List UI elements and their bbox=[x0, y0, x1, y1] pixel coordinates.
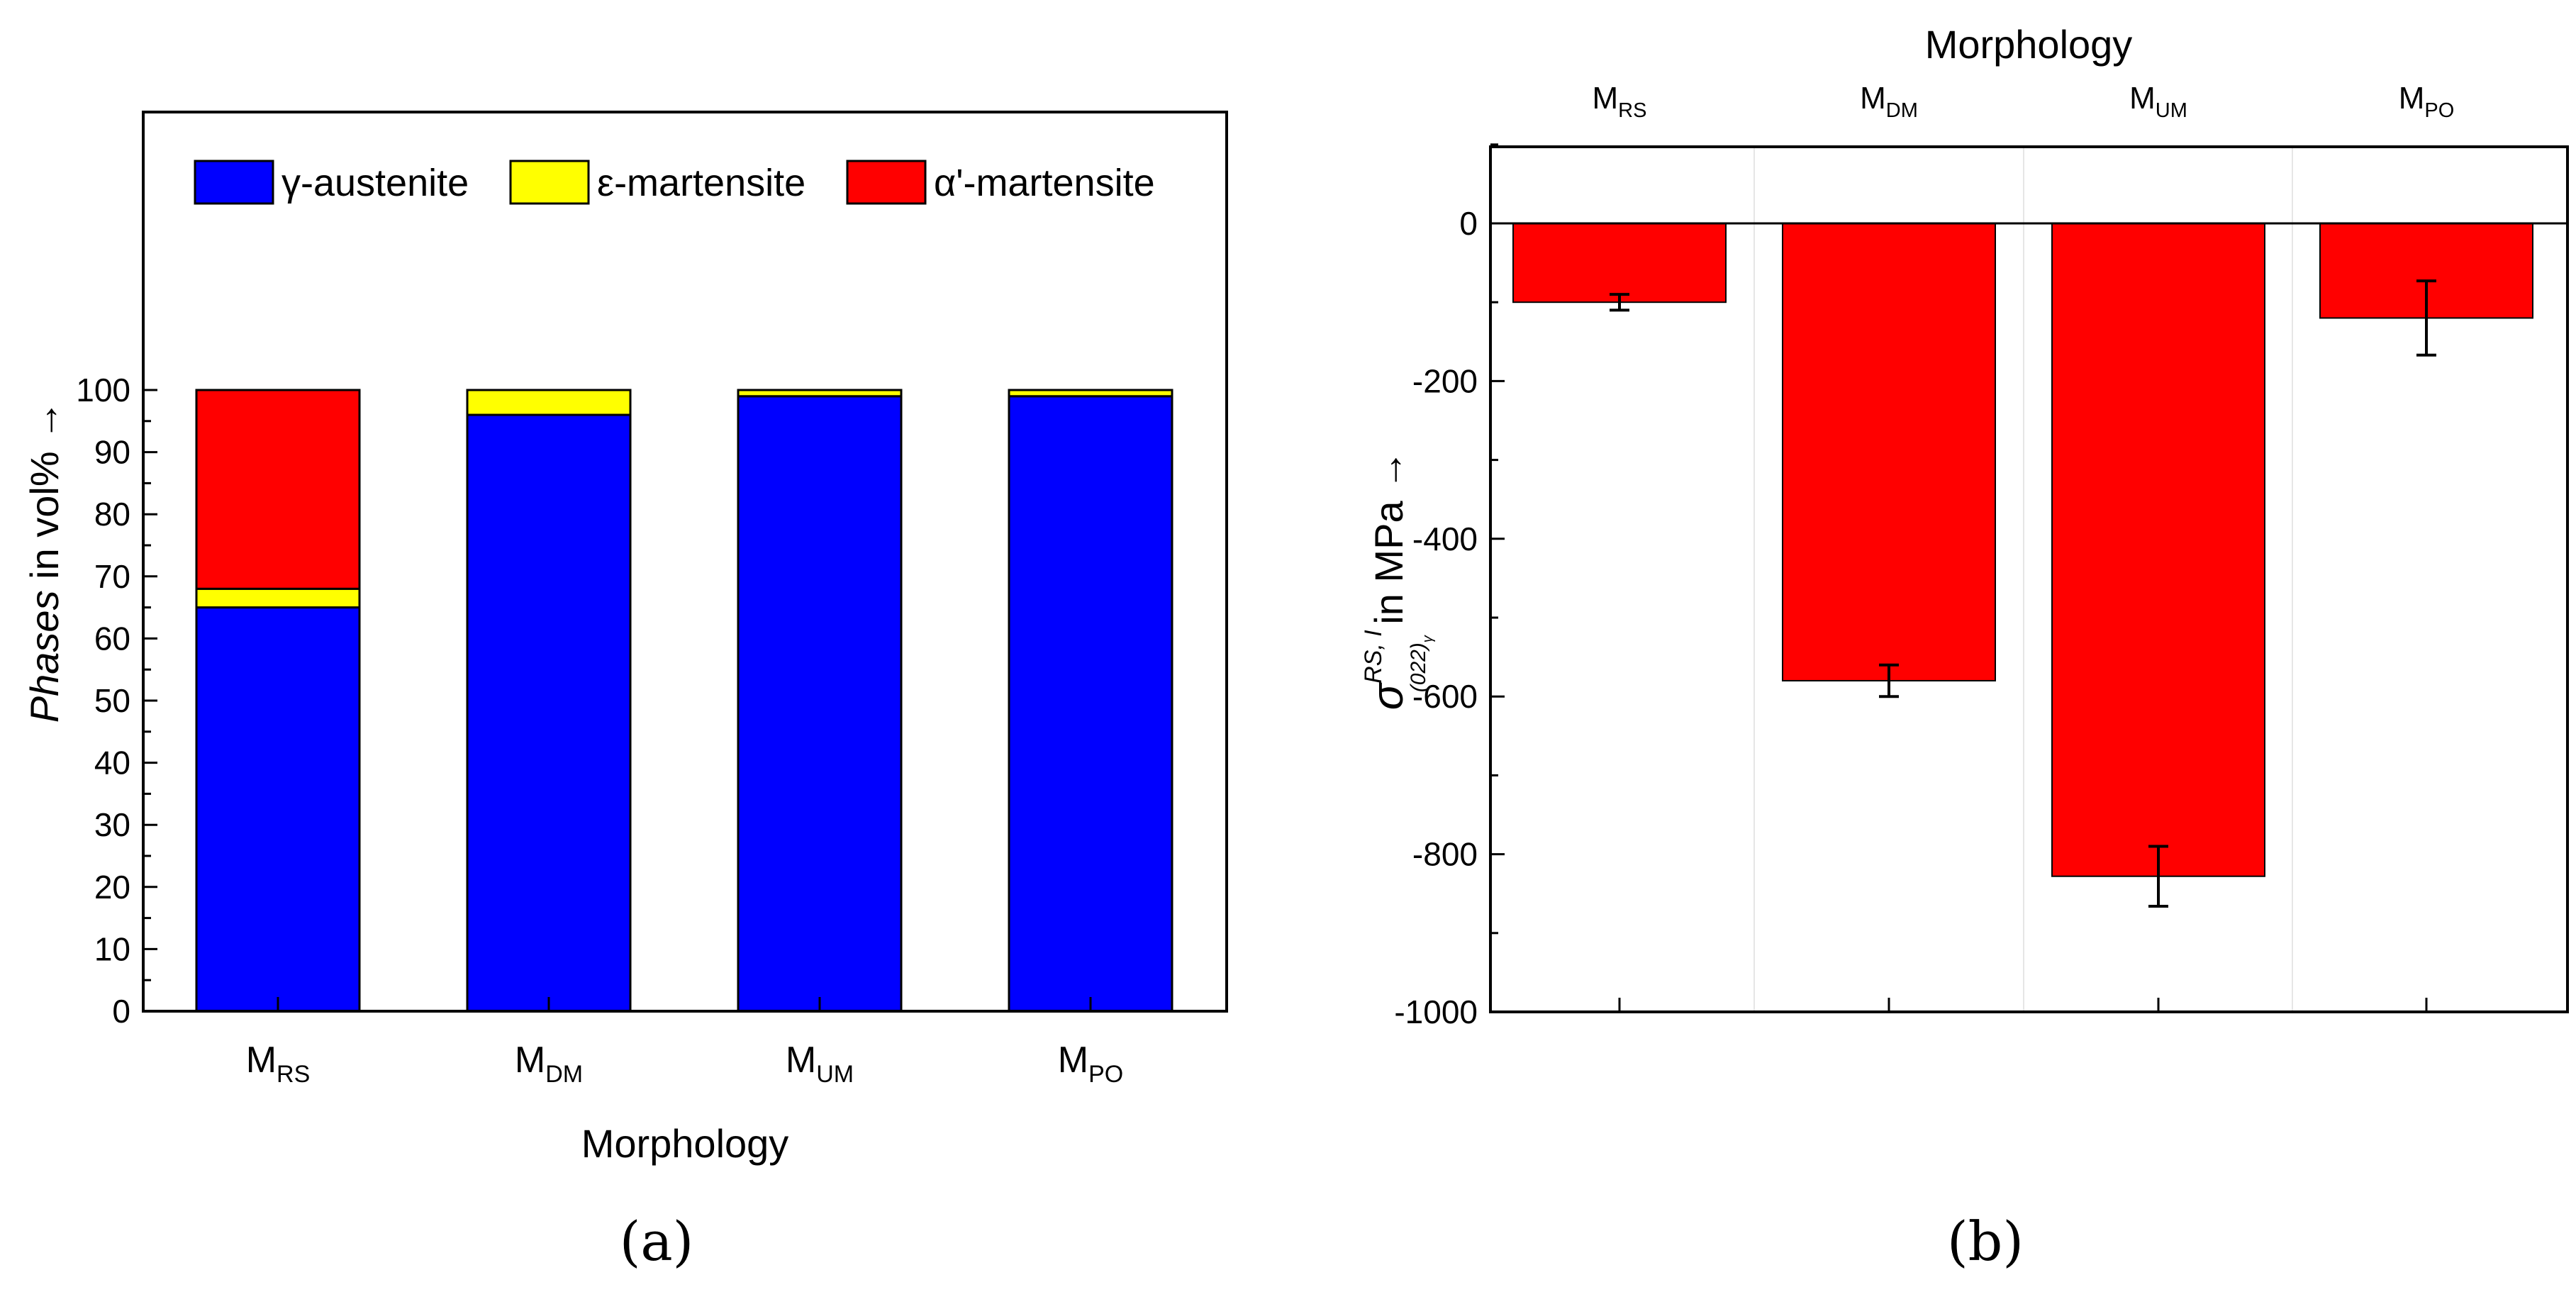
x-tick-label: MDM bbox=[1860, 81, 1918, 122]
panel-a-legend: γ-austenite ε-martensite α'-martensite bbox=[194, 160, 1155, 205]
legend-label-austenite: γ-austenite bbox=[281, 162, 469, 204]
legend-swatch-austenite bbox=[194, 160, 274, 205]
x-tick-label: MUM bbox=[2129, 81, 2187, 122]
bar-RS-austenite bbox=[195, 606, 361, 1013]
panel-b-x-ticks bbox=[1618, 998, 2428, 1012]
panel-a-y-axis-title: Phases in vol% → bbox=[22, 401, 67, 723]
y-tick-label: 90 bbox=[94, 434, 130, 471]
y-tick-label: 20 bbox=[94, 869, 130, 906]
error-bar-DM bbox=[1879, 663, 1899, 698]
y-tick-label: 70 bbox=[94, 558, 130, 595]
panel-a-plot-frame bbox=[142, 111, 1228, 1013]
y-tick-label: -1000 bbox=[1394, 993, 1478, 1030]
legend-swatch-epsilon-martensite bbox=[509, 160, 590, 205]
bar-DM-epsilon-martensite bbox=[466, 389, 632, 416]
panel-b-y-axis-sigma: σ bbox=[1364, 681, 1412, 710]
panel-b-plot-frame bbox=[1489, 145, 2569, 1013]
panel-a-x-ticks bbox=[277, 997, 1092, 1011]
y-tick-label: -200 bbox=[1412, 362, 1478, 399]
y-tick-label: 10 bbox=[94, 930, 130, 967]
error-bar-UM bbox=[2148, 845, 2168, 908]
legend-label-epsilon-martensite: ε-martensite bbox=[597, 162, 805, 204]
y-tick-label: 60 bbox=[94, 620, 130, 657]
legend-swatch-alpha-martensite bbox=[846, 160, 927, 205]
bar-DM-austenite bbox=[466, 413, 632, 1013]
error-bar-RS bbox=[1610, 293, 1629, 312]
bar-RS-epsilon-martensite bbox=[195, 587, 361, 609]
y-tick-label: -600 bbox=[1412, 678, 1478, 715]
x-tick-label: MUM bbox=[786, 1040, 854, 1088]
bar-UM-austenite bbox=[737, 395, 903, 1013]
panel-a-bars bbox=[195, 389, 1173, 1013]
y-tick-label: 30 bbox=[94, 806, 130, 843]
y-tick-label: 50 bbox=[94, 682, 130, 719]
bar-RS-alpha-martensite bbox=[195, 389, 361, 590]
y-tick-label: -800 bbox=[1412, 836, 1478, 873]
panel-a-x-axis-title: Morphology bbox=[581, 1121, 789, 1166]
legend-label-alpha-martensite: α'-martensite bbox=[934, 162, 1155, 204]
panel-b-bar-chart: 0 -200 -400 -600 -800 -1000 MRS MDM MUM MPO Morp… bbox=[1360, 22, 2569, 1273]
panel-b-x-axis-title: Morphology bbox=[1925, 22, 2133, 67]
y-tick-label: 40 bbox=[94, 745, 130, 781]
panel-b-label: (b) bbox=[1947, 1210, 2024, 1273]
bar-UM bbox=[2051, 223, 2265, 877]
bar-RS bbox=[1512, 223, 1727, 303]
x-tick-label: MRS bbox=[1593, 81, 1647, 122]
panel-a-y-ticks: 0 10 20 30 40 50 60 70 80 90 100 bbox=[76, 372, 157, 1030]
panel-b-y-axis-superscript: RS, I bbox=[1360, 630, 1387, 684]
bar-PO-austenite bbox=[1008, 395, 1173, 1013]
panel-a-label: (a) bbox=[620, 1210, 694, 1273]
legend-item-austenite: γ-austenite bbox=[194, 160, 469, 205]
panel-b-bars bbox=[1512, 223, 2533, 877]
panel-a-category-labels: MRS MDM MUM MPO bbox=[246, 1040, 1124, 1088]
y-tick-label: 100 bbox=[76, 372, 130, 408]
x-tick-label: MRS bbox=[246, 1040, 311, 1088]
panel-a-stacked-bar-chart: 0 10 20 30 40 50 60 70 80 90 100 γ-austenite ε-mar… bbox=[22, 111, 1228, 1273]
error-bar-PO bbox=[2416, 279, 2436, 357]
y-tick-label: 0 bbox=[1459, 205, 1478, 242]
panel-b-category-labels: MRS MDM MUM MPO bbox=[1593, 81, 2455, 122]
panel-b-category-separators bbox=[1753, 147, 2293, 1012]
y-tick-label: 80 bbox=[94, 496, 130, 533]
panel-b-error-bars bbox=[1610, 279, 2436, 908]
bar-PO-epsilon-martensite bbox=[1008, 389, 1173, 398]
panel-b-y-ticks: 0 -200 -400 -600 -800 -1000 bbox=[1394, 143, 1505, 1030]
legend-item-epsilon-martensite: ε-martensite bbox=[509, 160, 805, 205]
legend-item-alpha-martensite: α'-martensite bbox=[846, 160, 1155, 205]
bar-UM-epsilon-martensite bbox=[737, 389, 903, 398]
x-tick-label: MPO bbox=[1058, 1040, 1123, 1088]
panel-a-y-axis-title-rest: in vol% → bbox=[22, 401, 67, 591]
panel-b-y-axis-title-rest: in MPa → bbox=[1366, 450, 1411, 635]
bar-DM bbox=[1782, 223, 1996, 681]
x-tick-label: MPO bbox=[2399, 81, 2455, 122]
y-tick-label: 0 bbox=[112, 993, 130, 1030]
panel-b-y-axis-title: σRS, I (022)γ in MPa → bbox=[1360, 450, 1436, 710]
y-tick-label: -400 bbox=[1412, 520, 1478, 557]
panel-b-y-axis-subscript: (022) bbox=[1407, 642, 1430, 692]
panel-b-y-axis-subsubscript: γ bbox=[1420, 635, 1436, 642]
x-tick-label: MDM bbox=[515, 1040, 583, 1088]
panel-a-y-axis-title-italic: Phases bbox=[22, 590, 67, 723]
